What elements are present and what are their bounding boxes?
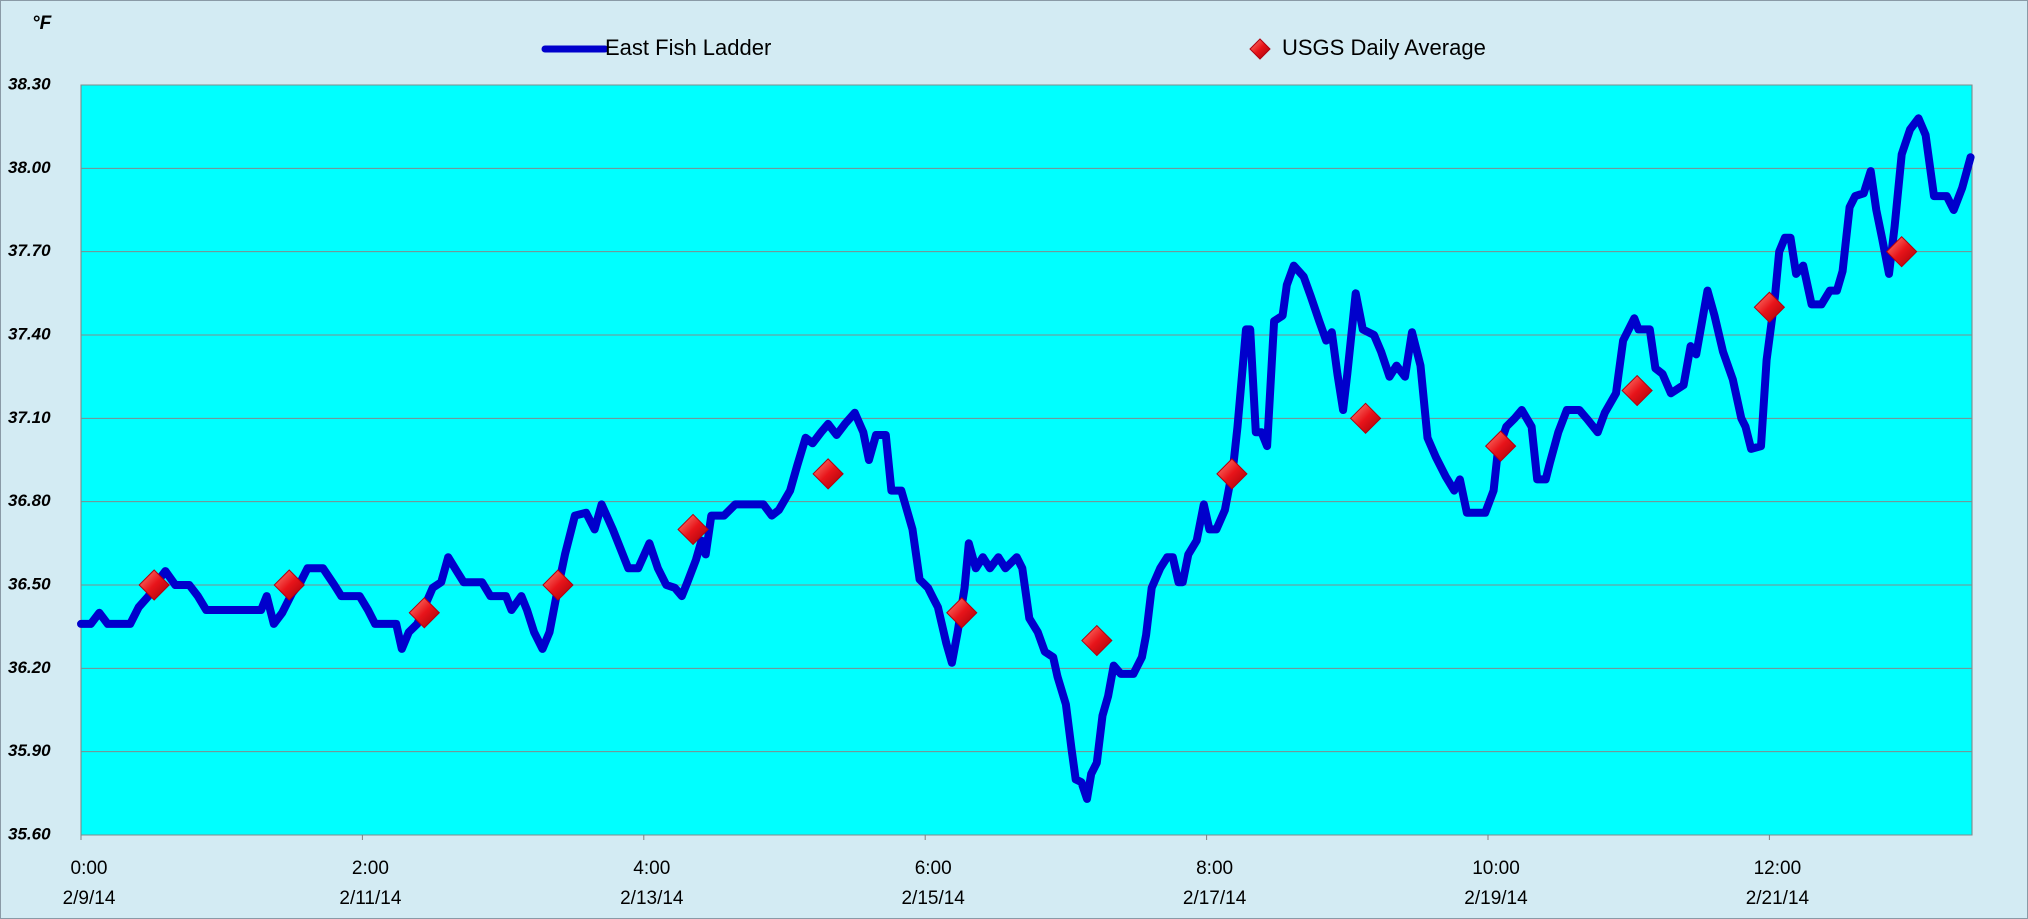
x-tick-label: 6:00 xyxy=(915,858,952,879)
y-tick-label: 38.00 xyxy=(8,158,51,177)
usgs-marker xyxy=(677,513,709,546)
usgs-marker xyxy=(1081,624,1113,657)
y-tick-label: 36.80 xyxy=(8,491,51,510)
y-tick-label: 37.70 xyxy=(8,241,51,260)
usgs-marker xyxy=(946,597,978,629)
usgs-marker xyxy=(1349,402,1382,435)
temperature-line xyxy=(77,114,1975,803)
legend-label: USGS Daily Average xyxy=(1282,35,1486,60)
x-tick-date: 2/9/14 xyxy=(63,888,116,909)
usgs-marker xyxy=(542,569,574,601)
x-tick-label: 0:00 xyxy=(71,858,108,879)
usgs-marker xyxy=(1621,374,1653,407)
y-tick-label: 37.10 xyxy=(8,408,51,427)
x-tick-label: 8:00 xyxy=(1196,858,1233,879)
y-tick-label: 36.50 xyxy=(8,574,51,593)
y-tick-label: 36.20 xyxy=(8,658,51,677)
x-tick-date: 2/11/14 xyxy=(339,888,401,909)
x-tick-date: 2/21/14 xyxy=(1746,888,1810,909)
usgs-marker xyxy=(1484,430,1517,462)
plot-area xyxy=(80,84,1973,836)
y-tick-label: 37.40 xyxy=(8,324,51,343)
usgs-marker xyxy=(408,597,441,629)
y-tick-label: 35.60 xyxy=(8,824,51,843)
legend-label: East Fish Ladder xyxy=(605,35,771,60)
y-tick-label: 38.30 xyxy=(8,74,51,93)
usgs-marker xyxy=(273,569,305,601)
usgs-marker xyxy=(1753,291,1786,323)
x-tick-date: 2/19/14 xyxy=(1464,888,1528,909)
usgs-marker xyxy=(138,569,170,601)
x-tick-date: 2/15/14 xyxy=(901,888,965,909)
usgs-marker xyxy=(1216,458,1248,490)
legend-swatch xyxy=(1249,38,1271,60)
x-tick-date: 2/17/14 xyxy=(1183,888,1247,909)
y-unit-label: °F xyxy=(32,13,53,34)
usgs-marker xyxy=(812,458,844,490)
x-tick-label: 4:00 xyxy=(633,858,670,879)
x-tick-date: 2/13/14 xyxy=(620,888,684,909)
y-tick-label: 35.90 xyxy=(8,741,51,760)
x-tick-label: 10:00 xyxy=(1472,858,1520,879)
x-tick-label: 2:00 xyxy=(352,858,389,879)
x-tick-label: 12:00 xyxy=(1754,858,1802,879)
usgs-marker xyxy=(1885,235,1918,268)
